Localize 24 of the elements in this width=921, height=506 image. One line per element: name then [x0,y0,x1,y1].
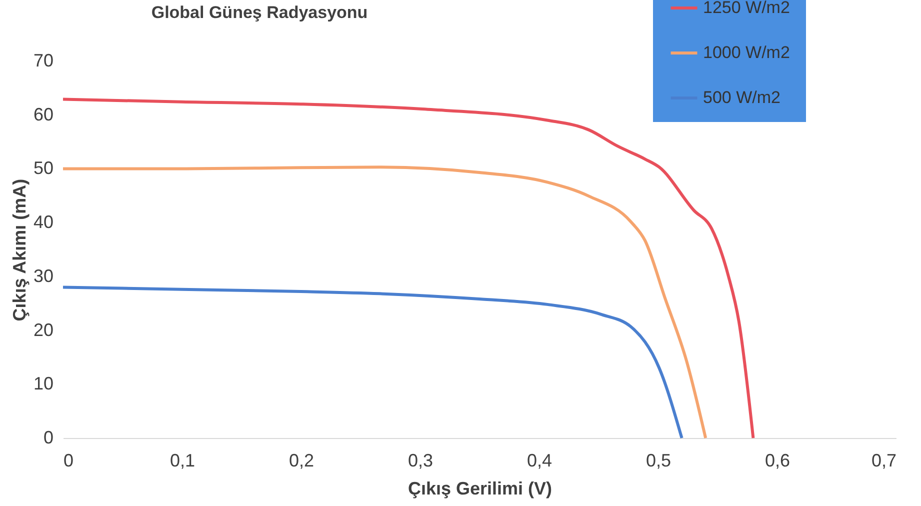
y-tick-label: 70 [33,50,54,70]
x-tick-label: 0 [64,450,74,470]
x-tick-label: 0,6 [764,450,790,470]
y-tick-label: 10 [33,374,54,394]
chart-title: Global Güneş Radyasyonu [151,3,368,22]
y-tick-label: 0 [43,428,54,448]
line-series [62,166,708,440]
legend-label: 1000 W/m2 [703,43,790,62]
legend-label: 1250 W/m2 [703,0,790,17]
y-axis-title: Çıkış Akımı (mA) [9,178,30,322]
line-series [62,286,684,440]
x-tick-label: 0,5 [646,450,672,470]
legend-label: 500 W/m2 [703,88,780,107]
y-tick-label: 20 [33,320,54,340]
y-tick-label: 40 [33,212,54,232]
x-tick-label: 0,2 [288,450,314,470]
y-tick-label: 30 [33,266,54,286]
x-tick-label: 0,4 [526,450,552,470]
y-tick-label: 50 [33,158,54,178]
x-tick-label: 0,3 [408,450,434,470]
x-tick-label: 0,1 [170,450,196,470]
x-tick-label: 0,7 [871,450,896,470]
y-tick-label: 60 [33,104,54,124]
x-axis-title: Çıkış Gerilimi (V) [408,478,552,498]
